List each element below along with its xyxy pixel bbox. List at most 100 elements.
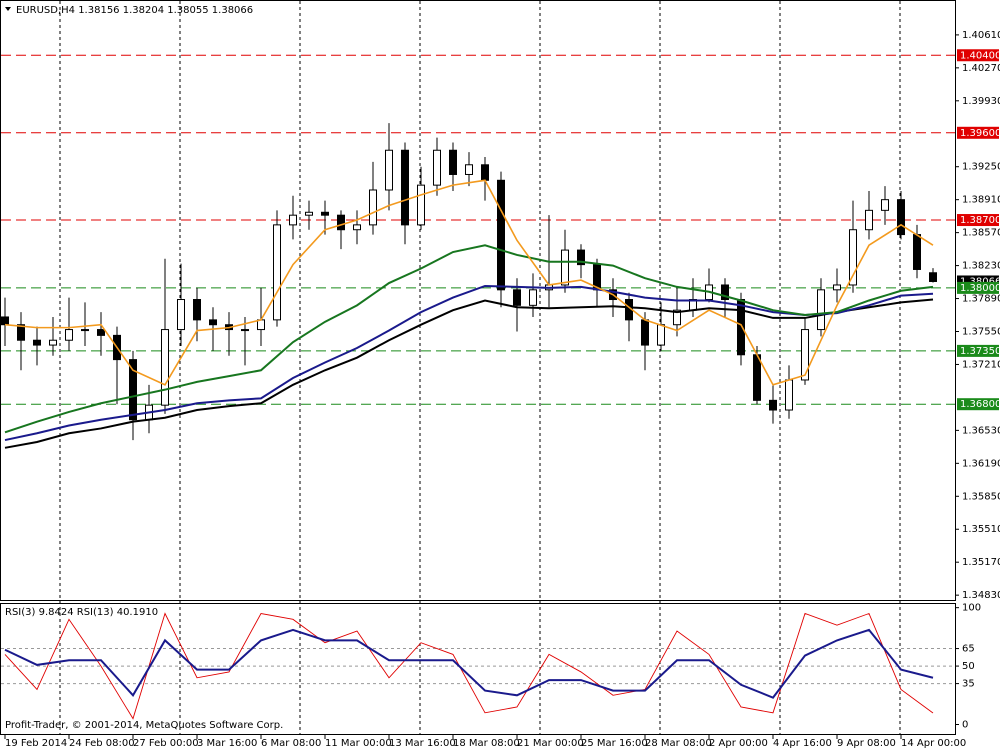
chart-title: EURUSD,H4 1.38156 1.38204 1.38055 1.3806… (16, 5, 253, 16)
rsi-line (4, 612, 934, 720)
y-tick-label: 1.35850 (962, 491, 1000, 502)
candle-body (257, 319, 265, 331)
candle-body (33, 339, 41, 346)
level-label: 1.36800 (960, 399, 1000, 410)
y-tick-label: 1.36190 (962, 458, 1000, 469)
x-tick-label: 24 Feb 08:00 (69, 738, 135, 749)
candle-body (385, 149, 393, 191)
x-tick-label: 19 Feb 2014 (5, 738, 67, 749)
candle-body (657, 324, 665, 346)
y-tick-label: 1.37890 (962, 294, 1000, 305)
candle-body (433, 149, 441, 186)
candle-body (481, 164, 489, 181)
candle-body (81, 329, 89, 332)
y-tick-label: 1.37550 (962, 327, 1000, 338)
candle-body (785, 379, 793, 411)
candle-body (337, 214, 345, 231)
y-tick-label: 1.35510 (962, 524, 1000, 535)
y-tick-label: 50 (962, 661, 975, 672)
y-tick-label: 65 (962, 644, 975, 655)
candle-body (161, 329, 169, 406)
y-tick-label: 1.40270 (962, 63, 1000, 74)
candle-body (241, 329, 249, 332)
level-label: 1.40400 (960, 50, 1000, 61)
y-tick-label: 1.39250 (962, 162, 1000, 173)
candle-body (401, 149, 409, 226)
level-label-box (957, 126, 999, 139)
candle-body (929, 272, 937, 282)
rsi-title: RSI(3) 9.8424 RSI(13) 40.1910 (5, 607, 158, 618)
y-tick-label: 1.40610 (962, 30, 1000, 41)
x-tick-label: 25 Mar 16:00 (581, 738, 648, 749)
candle-body (561, 249, 569, 286)
candle-body (177, 299, 185, 331)
x-tick-label: 28 Mar 08:00 (645, 738, 712, 749)
x-tick-label: 18 Mar 08:00 (453, 738, 520, 749)
y-tick-label: 35 (962, 679, 975, 690)
x-tick-label: 3 Mar 16:00 (197, 738, 257, 749)
candle-body (17, 324, 25, 341)
candle-body (737, 299, 745, 356)
candle-body (769, 399, 777, 411)
candle-body (497, 179, 505, 291)
candle-body (97, 329, 105, 336)
candle-body (577, 249, 585, 266)
candle-body (753, 354, 761, 401)
level-label-box (957, 214, 999, 227)
x-tick-label: 6 Mar 08:00 (261, 738, 321, 749)
y-tick-label: 0 (962, 719, 968, 730)
candle-body (513, 289, 521, 306)
candle-body (641, 319, 649, 346)
candle-body (129, 359, 137, 421)
level-label-box (957, 281, 999, 294)
candle-body (369, 189, 377, 226)
candle-body (849, 229, 857, 286)
level-label-box (957, 344, 999, 357)
candle-body (273, 224, 281, 321)
moving-average (4, 179, 934, 386)
x-tick-label: 27 Feb 00:00 (133, 738, 199, 749)
candle-body (881, 199, 889, 211)
level-label: 1.37350 (960, 346, 1000, 357)
candle-body (353, 224, 361, 231)
moving-average (4, 284, 934, 442)
candle-body (897, 199, 905, 236)
y-tick-label: 1.38570 (962, 228, 1000, 239)
level-label-box (957, 398, 999, 411)
y-tick-label: 1.36530 (962, 425, 1000, 436)
x-tick-label: 4 Apr 16:00 (773, 738, 832, 749)
y-tick-label: 1.37210 (962, 359, 1000, 370)
x-tick-label: 2 Apr 00:00 (709, 738, 768, 749)
candle-body (449, 149, 457, 175)
candle-body (417, 184, 425, 226)
candle-body (817, 289, 825, 331)
level-label: 1.39600 (960, 128, 1000, 139)
candle-body (305, 211, 313, 216)
x-tick-label: 11 Mar 00:00 (325, 738, 392, 749)
candle-body (289, 214, 297, 226)
candle-body (833, 284, 841, 291)
x-tick-label: 21 Mar 00:00 (517, 738, 584, 749)
v-grid (59, 1, 901, 735)
y-tick-label: 1.39930 (962, 96, 1000, 107)
candle-body (721, 284, 729, 301)
candle-body (209, 319, 217, 326)
candle-body (1, 316, 9, 326)
level-label: 1.38700 (960, 215, 1000, 226)
candle-body (465, 164, 473, 175)
rsi-panel-border (0, 603, 956, 735)
candle-body (801, 329, 809, 381)
y-tick-label: 1.34830 (962, 590, 1000, 601)
candle-body (913, 234, 921, 270)
copyright: Profit-Trader, © 2001-2014, MetaQuotes S… (5, 720, 283, 731)
level-label: 1.38000 (960, 283, 1000, 294)
y-tick-label: 1.38230 (962, 261, 1000, 272)
x-tick-label: 13 Mar 16:00 (389, 738, 456, 749)
moving-average (4, 298, 934, 449)
moving-average (4, 244, 934, 434)
y-tick-label: 1.35170 (962, 557, 1000, 568)
rsi-line (4, 628, 934, 699)
main-panel-border (0, 0, 956, 601)
x-tick-label: 14 Apr 00:00 (901, 738, 966, 749)
